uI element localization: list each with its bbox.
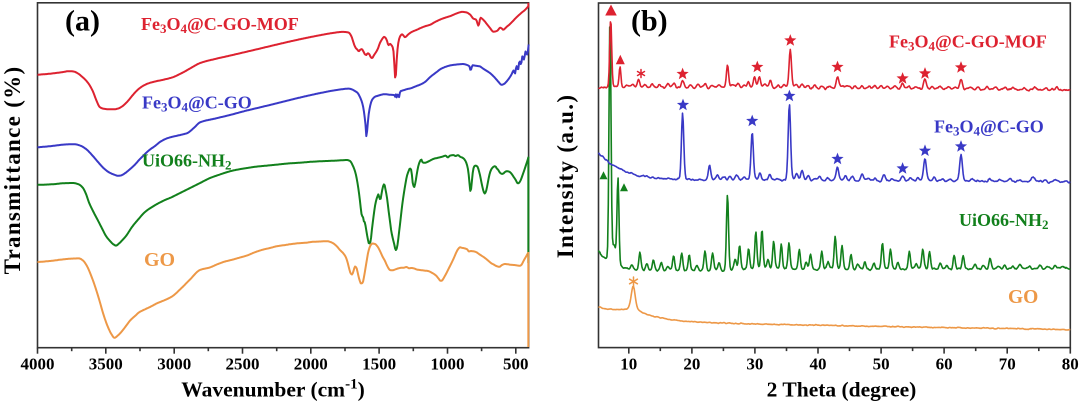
svg-text:500: 500: [503, 355, 529, 374]
svg-text:30: 30: [746, 355, 763, 374]
svg-text:1000: 1000: [431, 355, 465, 374]
svg-text:(a): (a): [65, 5, 100, 38]
svg-text:4000: 4000: [21, 355, 55, 374]
svg-text:Fe3O4@C-GO: Fe3O4@C-GO: [934, 117, 1044, 139]
svg-text:Transmittance (%): Transmittance (%): [0, 66, 25, 275]
svg-text:40: 40: [810, 355, 827, 374]
svg-text:Fe3O4@C-GO: Fe3O4@C-GO: [142, 93, 252, 115]
svg-text:3000: 3000: [157, 355, 191, 374]
svg-text:2 Theta (degree): 2 Theta (degree): [767, 378, 917, 402]
svg-text:1500: 1500: [362, 355, 396, 374]
svg-text:GO: GO: [1008, 287, 1038, 308]
svg-text:2000: 2000: [294, 355, 328, 374]
svg-text:50: 50: [873, 355, 890, 374]
svg-text:Fe3O4@C-GO-MOF: Fe3O4@C-GO-MOF: [889, 32, 1047, 54]
svg-text:70: 70: [999, 355, 1016, 374]
svg-text:UiO66-NH2: UiO66-NH2: [142, 151, 232, 173]
svg-text:3500: 3500: [89, 355, 123, 374]
svg-text:2500: 2500: [226, 355, 260, 374]
svg-text:UiO66-NH2: UiO66-NH2: [959, 210, 1049, 232]
svg-text:Fe3O4@C-GO-MOF: Fe3O4@C-GO-MOF: [141, 14, 299, 36]
svg-text:60: 60: [936, 355, 953, 374]
svg-text:10: 10: [620, 355, 637, 374]
svg-text:GO: GO: [144, 249, 175, 271]
svg-text:20: 20: [683, 355, 700, 374]
svg-text:80: 80: [1062, 355, 1079, 374]
svg-text:Intensity (a.u.): Intensity (a.u.): [553, 94, 578, 259]
svg-text:Wavenumber (cm-1): Wavenumber (cm-1): [181, 377, 365, 402]
svg-text:(b): (b): [631, 5, 668, 38]
